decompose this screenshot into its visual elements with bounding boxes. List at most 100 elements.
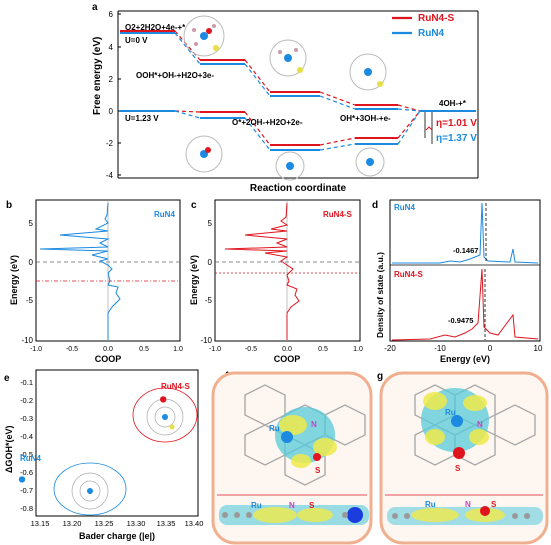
panel-letter-d: d [372, 200, 378, 211]
legend-runs: RuN4-S [418, 13, 454, 24]
eta-blue: η=1.37 V [436, 133, 477, 144]
label-n-f: N [311, 420, 317, 429]
ytick: -0.7 [20, 486, 33, 495]
tag-b: RuN4 [154, 210, 175, 219]
ylabel-d: Density of state (a.u.) [375, 252, 385, 338]
label-step1: OOH*+OH-+H2O+3e- [136, 71, 214, 80]
coop-chart-run4: b RuN4 5 0 -5 -10 -1.0 -0.5 0.0 0.5 1.0 … [6, 199, 183, 364]
ytick: -4 [106, 171, 114, 180]
ylabel-c: Energy (eV) [189, 255, 199, 305]
inset-runs [132, 387, 198, 443]
label-ru2-g: Ru [425, 500, 436, 509]
label-ru-f: Ru [269, 424, 280, 433]
tag-c: RuN4-S [323, 210, 353, 219]
xtick: 0.5 [139, 346, 149, 353]
panel-letter-b: b [6, 200, 12, 211]
label-ru-g: Ru [445, 408, 456, 417]
xtick: 0.0 [103, 346, 113, 353]
panel-a: a 6 4 2 0 -2 -4 Free energy (eV) Reactio… [0, 0, 551, 195]
molecule-o [269, 39, 307, 77]
xlabel-a: Reaction coordinate [250, 183, 347, 194]
point-label-runs: RuN4-S [161, 382, 191, 391]
label-u0: U=0 V [125, 36, 148, 45]
molecule-bottom3 [355, 147, 385, 177]
dos-trace-bottom [391, 268, 539, 341]
label-step0: O2+2H2O+4e-+* [125, 23, 186, 32]
xtick: 13.30 [127, 519, 146, 528]
panel-g: g Ru N S Ru N S [375, 365, 551, 545]
connectors-u123 [174, 110, 421, 151]
ytick: 6 [109, 10, 114, 19]
scatter-chart: e -0.1 -0.2 -0.3 -0.4 -0.5 -0.6 -0.7 -0.… [4, 369, 204, 541]
panel-letter-e: e [4, 373, 10, 384]
label-n-g: N [477, 420, 483, 429]
label-s-f: S [315, 466, 321, 475]
inset-run4 [53, 462, 127, 516]
xlabel-e: Bader charge (|e|) [79, 531, 155, 541]
ytick: 5 [29, 219, 34, 228]
tag-d-top: RuN4 [394, 203, 415, 212]
ytick: -0.4 [20, 432, 33, 441]
legend-a: RuN4-S RuN4 [392, 13, 454, 39]
ytick: 0 [208, 258, 213, 267]
ytick: 5 [208, 219, 213, 228]
panel-d: d RuN4 RuN4-S -0.1467 -0.9475 -20 -10 0 … [370, 195, 551, 365]
molecule-oh [349, 53, 387, 91]
molecule-ooh [183, 15, 225, 57]
xtick: 0.0 [282, 346, 292, 353]
xtick: 0.5 [318, 346, 328, 353]
label-n2-g: N [465, 500, 471, 509]
label-step3: OH*+3OH-+e- [340, 114, 391, 123]
ylabel-e: ΔGOH*(eV) [4, 426, 14, 473]
ytick: -0.2 [20, 396, 33, 405]
point-label-run4: RuN4 [20, 454, 41, 463]
xlabel-d: Energy (eV) [440, 354, 490, 364]
legend-run4: RuN4 [418, 28, 445, 39]
ytick: -0.5 [20, 450, 33, 459]
label-step4: 4OH-+* [439, 99, 467, 108]
panel-c: c RuN4-S 5 0 -5 -10 -1.0 -0.5 0.0 0.5 1.… [185, 195, 370, 365]
ytick: 0 [29, 258, 34, 267]
label-u123: U=1.23 V [125, 114, 159, 123]
ytick: -2 [106, 139, 114, 148]
xtick: -1.0 [209, 346, 221, 353]
label-n2-f: N [289, 501, 295, 510]
panel-e: e -0.1 -0.2 -0.3 -0.4 -0.5 -0.6 -0.7 -0.… [0, 365, 205, 545]
label-s2-g: S [491, 500, 497, 509]
ylabel-a: Free energy (eV) [92, 37, 103, 115]
xtick: -0.5 [245, 346, 257, 353]
ytick: -0.8 [20, 504, 33, 513]
xtick: 0 [488, 344, 493, 353]
ytick: 4 [109, 43, 114, 52]
xtick: 13.15 [31, 519, 50, 528]
xtick: -1.0 [30, 346, 42, 353]
d-center-top: -0.1467 [453, 246, 478, 255]
scatter-point [18, 476, 26, 483]
xtick: 13.20 [63, 519, 82, 528]
xtick: -0.5 [66, 346, 78, 353]
panel-letter-c: c [191, 200, 197, 211]
ytick: -5 [26, 296, 34, 305]
xtick: 13.40 [185, 519, 204, 528]
eta-red: η=1.01 V [436, 118, 477, 129]
dos-chart: d RuN4 RuN4-S -0.1467 -0.9475 -20 -10 0 … [372, 199, 543, 364]
charge-density-f: f Ru N S Ru N S [211, 371, 373, 545]
ylabel-b: Energy (eV) [9, 255, 19, 305]
coop-trace-b [39, 202, 121, 340]
ytick: -0.6 [20, 468, 33, 477]
ytick: -0.3 [20, 414, 33, 423]
ytick: 0 [109, 107, 114, 116]
panel-f: f Ru N S Ru N S [205, 365, 375, 545]
tag-d-bottom: RuN4-S [394, 270, 424, 279]
panel-letter-g: g [377, 371, 383, 382]
xtick: 13.25 [95, 519, 114, 528]
levels-u0 [120, 30, 476, 112]
ytick: -0.1 [20, 378, 33, 387]
coop-chart-runs: c RuN4-S 5 0 -5 -10 -1.0 -0.5 0.0 0.5 1.… [189, 199, 363, 364]
xtick: -10 [434, 344, 446, 353]
d-center-bottom: -0.9475 [448, 316, 473, 325]
connectors-u0 [174, 30, 421, 112]
ytick: -10 [21, 336, 33, 345]
xlabel-c: COOP [274, 354, 301, 364]
ytick: -10 [200, 336, 212, 345]
